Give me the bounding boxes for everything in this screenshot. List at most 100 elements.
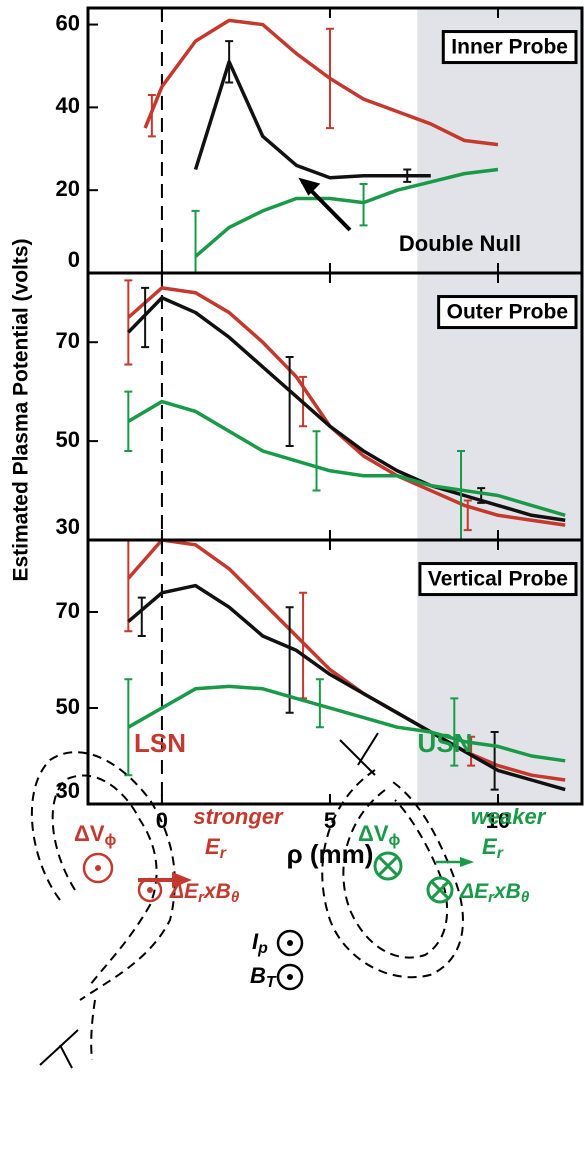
diagram-label: weaker — [471, 804, 547, 829]
y-tick-label: 50 — [56, 694, 80, 719]
y-tick-label: 0 — [68, 247, 80, 272]
series-group — [124, 279, 566, 540]
y-tick-label: 50 — [56, 427, 80, 452]
y-tick-label: 70 — [56, 598, 80, 623]
x-tick-label: 5 — [324, 808, 336, 833]
label-part: xB — [493, 880, 521, 903]
into-page-symbol — [426, 876, 454, 904]
arrowhead — [460, 857, 474, 867]
label-part: E — [205, 834, 221, 859]
error-bar — [457, 450, 466, 540]
usn-x-point-leg — [357, 732, 379, 766]
title-box — [437, 295, 578, 330]
y-tick-label: 40 — [56, 93, 80, 118]
panel: 30 50 70 Outer Probe Estimated Plasma Potent… — [10, 238, 584, 582]
diagram-label: BT — [250, 963, 277, 991]
title-box — [418, 562, 578, 597]
subscript: r — [488, 889, 495, 906]
diagram-label: ΔVϕ — [358, 821, 401, 849]
series-line — [127, 684, 566, 763]
series-group — [143, 18, 499, 273]
diagram-label: ΔErxBθ — [459, 880, 530, 906]
y-tick-label: 30 — [56, 778, 80, 803]
label-part: B — [250, 963, 266, 988]
y-tick-label: 20 — [56, 176, 80, 201]
y-tick-label: 70 — [56, 328, 80, 353]
lsn-inner-boundary — [51, 774, 158, 986]
error-bar — [477, 487, 486, 504]
label-part: E — [482, 834, 498, 859]
error-bar — [124, 390, 133, 452]
subscript: r — [198, 889, 205, 906]
symbol-dot — [147, 887, 153, 893]
usn-outer-boundary — [321, 769, 464, 979]
annotation-arrowhead — [298, 177, 321, 196]
error-bar — [137, 596, 146, 637]
subscript: r — [497, 845, 504, 862]
error-bar — [141, 286, 150, 349]
error-bar — [191, 209, 200, 273]
symbol-dot — [287, 974, 293, 980]
error-bar — [325, 27, 334, 130]
error-bar — [490, 731, 499, 791]
panel-title: Inner Probe — [451, 36, 568, 59]
diagram-label: Er — [482, 834, 504, 862]
series-line — [127, 399, 566, 517]
diagram-label: Er — [205, 834, 227, 862]
diagram — [30, 751, 464, 1061]
out-of-page-symbol — [276, 929, 304, 957]
series-group — [124, 540, 566, 792]
error-bar — [315, 678, 324, 729]
symbol-cross — [430, 880, 450, 900]
into-page-symbol — [373, 851, 403, 881]
error-bar — [285, 356, 294, 448]
subscript: T — [266, 974, 277, 991]
usn-x-point-leg — [339, 739, 376, 776]
annotation: Double Null — [399, 231, 521, 256]
error-bar — [124, 540, 133, 633]
series-line — [127, 295, 566, 522]
error-bar — [463, 499, 472, 532]
lsn-x-point-leg — [39, 1029, 79, 1066]
subscript: p — [257, 940, 268, 957]
error-bar — [124, 678, 133, 777]
error-bar — [450, 697, 459, 767]
out-of-page-symbol — [82, 852, 114, 884]
series-line — [194, 167, 499, 258]
y-tick-label: 30 — [56, 514, 80, 539]
subscript: ϕ — [389, 832, 401, 849]
y-axis-label: Estimated Plasma Potential (volts) — [10, 238, 33, 581]
label-part: ΔE — [459, 880, 489, 903]
lsn-x-point-leg — [59, 1044, 73, 1069]
series-line — [143, 18, 499, 147]
panel-title: Vertical Probe — [428, 568, 568, 591]
x-axis-label: ρ (mm) — [287, 839, 374, 869]
error-bar — [312, 430, 321, 492]
series-line — [127, 286, 566, 527]
symbol-cross — [377, 855, 399, 877]
symbol-dot — [287, 940, 293, 946]
error-bar — [403, 168, 412, 183]
x-tick-label: 10 — [486, 808, 510, 833]
series-line — [127, 583, 566, 792]
arrowhead — [172, 872, 192, 888]
diagram-title: USN — [418, 728, 473, 758]
diagram-label: ΔVϕ — [74, 821, 117, 849]
diagram-title: LSN — [134, 728, 186, 758]
error-bar — [124, 279, 133, 366]
subscript: θ — [231, 889, 240, 906]
label-part: ΔV — [74, 821, 105, 846]
label-part: xB — [203, 880, 231, 903]
lsn-divertor — [90, 999, 96, 1061]
y-tick-label: 60 — [56, 10, 80, 35]
lsn-outer-boundary — [30, 751, 176, 1001]
label-part: ΔV — [358, 821, 389, 846]
diagram-label: Ip — [252, 929, 268, 957]
symbol-dot — [95, 865, 101, 871]
diagram-label: stronger — [193, 804, 284, 829]
usn-inner-boundary — [342, 789, 449, 959]
error-bar — [359, 182, 368, 227]
